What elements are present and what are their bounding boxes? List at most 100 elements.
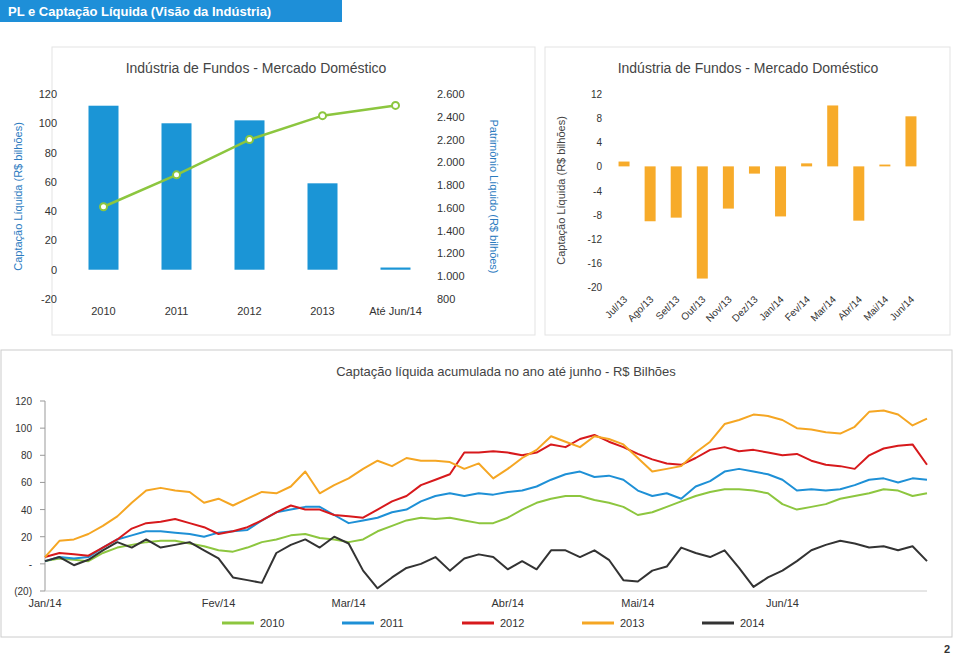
tick-label: 20 (21, 532, 33, 543)
tick-label: 80 (21, 450, 33, 461)
tick-label: -4 (593, 186, 602, 197)
category-label: Mai/14 (861, 293, 890, 322)
tick-mark (40, 563, 45, 564)
bar (162, 123, 192, 269)
tick-mark (40, 482, 45, 483)
tick-label: 0 (51, 264, 57, 276)
category-label: Até Jun/14 (369, 305, 422, 317)
header-bar (0, 0, 342, 22)
plot (45, 411, 927, 589)
line (45, 537, 927, 589)
bar (879, 165, 890, 167)
tick-label: 60 (45, 176, 57, 188)
panel (545, 47, 950, 335)
tick-mark (40, 591, 45, 592)
legend-label: 2013 (620, 617, 644, 629)
legend-swatch (702, 622, 734, 625)
axis-line (45, 401, 46, 591)
chart-captacao-mensal: Indústria de Fundos - Mercado Doméstico -… (555, 60, 917, 324)
plot (619, 105, 917, 278)
bar (619, 162, 630, 167)
tick-mark (40, 536, 45, 537)
chart-title: Captação líquida acumulada no ano até ju… (336, 364, 676, 379)
tick-label: 1.400 (437, 225, 465, 237)
bar (235, 120, 265, 269)
tick-label: 120 (39, 88, 57, 100)
axis-line (45, 591, 927, 592)
tick-label: 20 (45, 234, 57, 246)
category-label: Jun/14 (766, 597, 799, 609)
legend-swatch (462, 622, 494, 625)
tick-label: 120 (15, 396, 32, 407)
category-label: 2010 (91, 305, 115, 317)
tick-label: 2.200 (437, 134, 465, 146)
category-label: Fev/14 (783, 293, 813, 323)
legend-swatch (342, 622, 374, 625)
chart-title: Indústria de Fundos - Mercado Doméstico (618, 60, 879, 76)
legend-swatch (222, 622, 254, 625)
category-label: 2013 (310, 305, 334, 317)
tick-label: 0 (596, 161, 602, 172)
line (45, 411, 927, 558)
tick-label: 60 (21, 477, 33, 488)
axis-title: Captação Líquida (R$ bilhões) (12, 122, 24, 271)
axis-title: Patrimônio Líquido (R$ bilhões) (488, 119, 500, 273)
tick-label: 12 (591, 89, 603, 100)
plot (89, 102, 411, 270)
page: {"header": {"title": "PL e Captação Líqu… (0, 0, 959, 659)
tick-label: 2.400 (437, 111, 465, 123)
tick-label: 100 (15, 423, 32, 434)
category-label: Fev/14 (202, 597, 236, 609)
tick-label: -12 (588, 234, 603, 245)
tick-label: 4 (596, 137, 602, 148)
category-label: Nov/13 (704, 293, 734, 323)
legend-label: 2011 (380, 617, 404, 629)
category-label: 2011 (165, 305, 189, 317)
category-label: Set/13 (653, 293, 682, 322)
chart-title: Indústria de Fundos - Mercado Doméstico (126, 60, 387, 76)
legend-label: 2012 (500, 617, 524, 629)
bar (827, 105, 838, 166)
bar (308, 183, 338, 269)
line (45, 469, 927, 561)
bar (645, 166, 656, 221)
tick-mark (40, 428, 45, 429)
legend: 2010 2011 2012 2013 2014 (222, 617, 764, 629)
tick-label: (20) (14, 586, 32, 597)
category-label: Jun/14 (887, 293, 916, 322)
legend-label: 2010 (260, 617, 284, 629)
bar (697, 166, 708, 278)
bar (801, 163, 812, 166)
legend-label: 2014 (740, 617, 764, 629)
category-label: Abr/14 (836, 293, 865, 322)
tick-label: 1.200 (437, 247, 465, 259)
chart-pl-captacao: Indústria de Fundos - Mercado Doméstico-… (12, 60, 500, 317)
tick-mark (40, 509, 45, 510)
marker (392, 102, 399, 109)
category-label: Dez/13 (730, 293, 760, 323)
tick-label: 800 (437, 293, 455, 305)
category-label: Mar/14 (332, 597, 366, 609)
marker (173, 171, 180, 178)
category-label: Jan/14 (28, 597, 61, 609)
tick-label: 100 (39, 117, 57, 129)
bar (749, 166, 760, 173)
axis-title: Captação Líquida (R$ bilhões) (555, 116, 567, 265)
bar (905, 116, 916, 166)
category-label: Out/13 (679, 293, 708, 322)
header-title: PL e Captação Líquida (Visão da Indústri… (8, 4, 271, 19)
tick-label: 80 (45, 147, 57, 159)
bar (671, 166, 682, 217)
line (104, 105, 396, 206)
tick-label: -8 (593, 210, 602, 221)
tick-label: 2.000 (437, 156, 465, 168)
tick-mark (40, 455, 45, 456)
tick-label: 1.800 (437, 179, 465, 191)
marker (319, 112, 326, 119)
tick-label: - (29, 559, 32, 570)
category-label: 2012 (237, 305, 261, 317)
category-label: Mai/14 (621, 597, 654, 609)
marker (100, 203, 107, 210)
tick-label: 1.000 (437, 270, 465, 282)
tick-label: -20 (588, 282, 603, 293)
